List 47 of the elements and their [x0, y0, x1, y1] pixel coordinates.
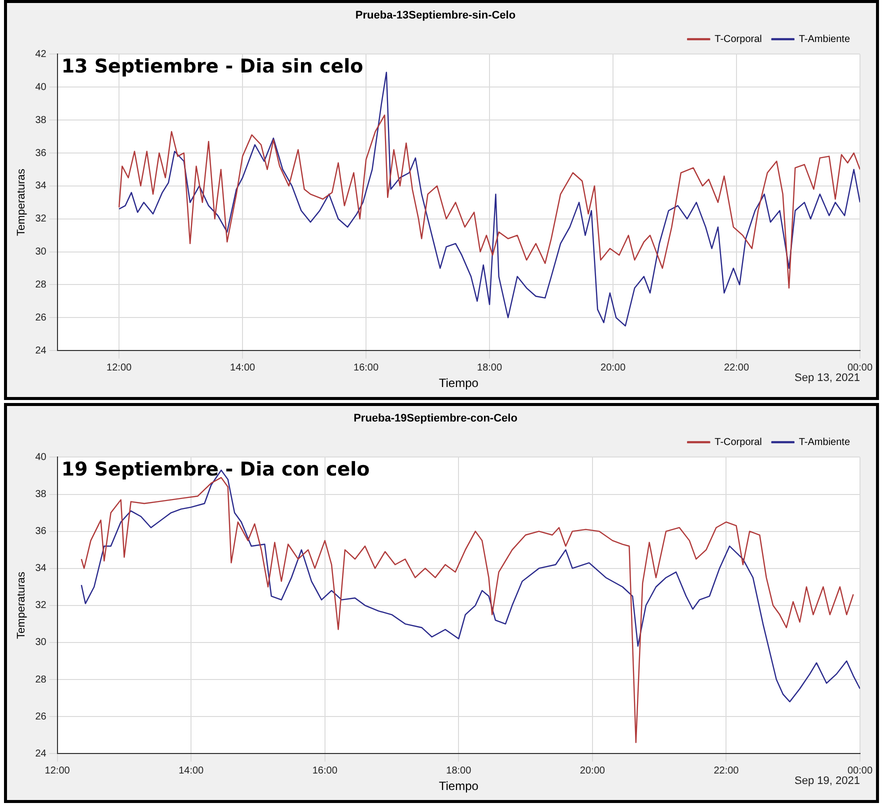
y-tick-label: 36 [35, 148, 47, 159]
x-tick-label: 18:00 [477, 362, 502, 374]
annotation: 13 Septiembre - Dia sin celo [61, 56, 364, 78]
y-axis-title: Temperaturas [16, 571, 28, 640]
y-tick-label: 34 [35, 180, 47, 192]
text: Sep 19, 2021 [794, 775, 860, 788]
x-tick-label: 12:00 [106, 362, 132, 374]
y-tick-label: 32 [35, 214, 47, 225]
legend-label: T-Corporal [714, 436, 762, 448]
y-tick-label: 38 [35, 114, 47, 126]
y-tick-label: 24 [35, 345, 47, 356]
x-tick-label: 20:00 [580, 765, 606, 776]
legend-label: T-Ambiente [798, 436, 850, 448]
y-axis-title: Temperaturas [16, 168, 28, 236]
y-tick-label: 34 [35, 563, 47, 574]
y-tick-label: 28 [35, 279, 47, 290]
x-tick-label: 18:00 [446, 765, 472, 776]
x-axis-title: Tiempo [438, 376, 479, 390]
y-tick-label: 24 [35, 748, 47, 760]
x-tick-label: 16:00 [354, 362, 379, 374]
text: Sep 13, 2021 [794, 372, 860, 384]
y-tick-label: 32 [35, 600, 47, 612]
y-tick-label: 38 [35, 489, 47, 500]
y-tick-label: 26 [35, 711, 47, 722]
y-tick-label: 40 [35, 82, 47, 93]
chart-title: Prueba-19Septiembre-con-Celo [354, 412, 518, 425]
x-tick-label: 14:00 [178, 765, 204, 776]
x-tick-label: 16:00 [312, 765, 338, 776]
x-tick-label: 00:00 [847, 765, 873, 776]
x-tick-label: 20:00 [600, 362, 626, 374]
legend-label: T-Ambiente [798, 34, 850, 45]
x-tick-label: 22:00 [724, 362, 750, 374]
y-tick-label: 36 [35, 526, 47, 538]
x-axis-title: Tiempo [438, 779, 479, 794]
y-tick-label: 42 [35, 48, 47, 60]
x-tick-label: 14:00 [230, 362, 256, 374]
x-tick-label: 22:00 [714, 765, 740, 776]
annotation: 19 Septiembre - Dia con celo [61, 458, 370, 481]
y-tick-label: 30 [35, 637, 47, 648]
x-tick-label: 00:00 [847, 362, 873, 374]
y-tick-label: 30 [35, 246, 47, 258]
chart-title: Prueba-13Septiembre-sin-Celo [355, 10, 516, 22]
x-tick-label: 12:00 [44, 765, 70, 776]
y-tick-label: 26 [35, 312, 47, 324]
y-tick-label: 28 [35, 674, 47, 686]
y-tick-label: 40 [35, 452, 47, 463]
legend-label: T-Corporal [714, 34, 762, 45]
